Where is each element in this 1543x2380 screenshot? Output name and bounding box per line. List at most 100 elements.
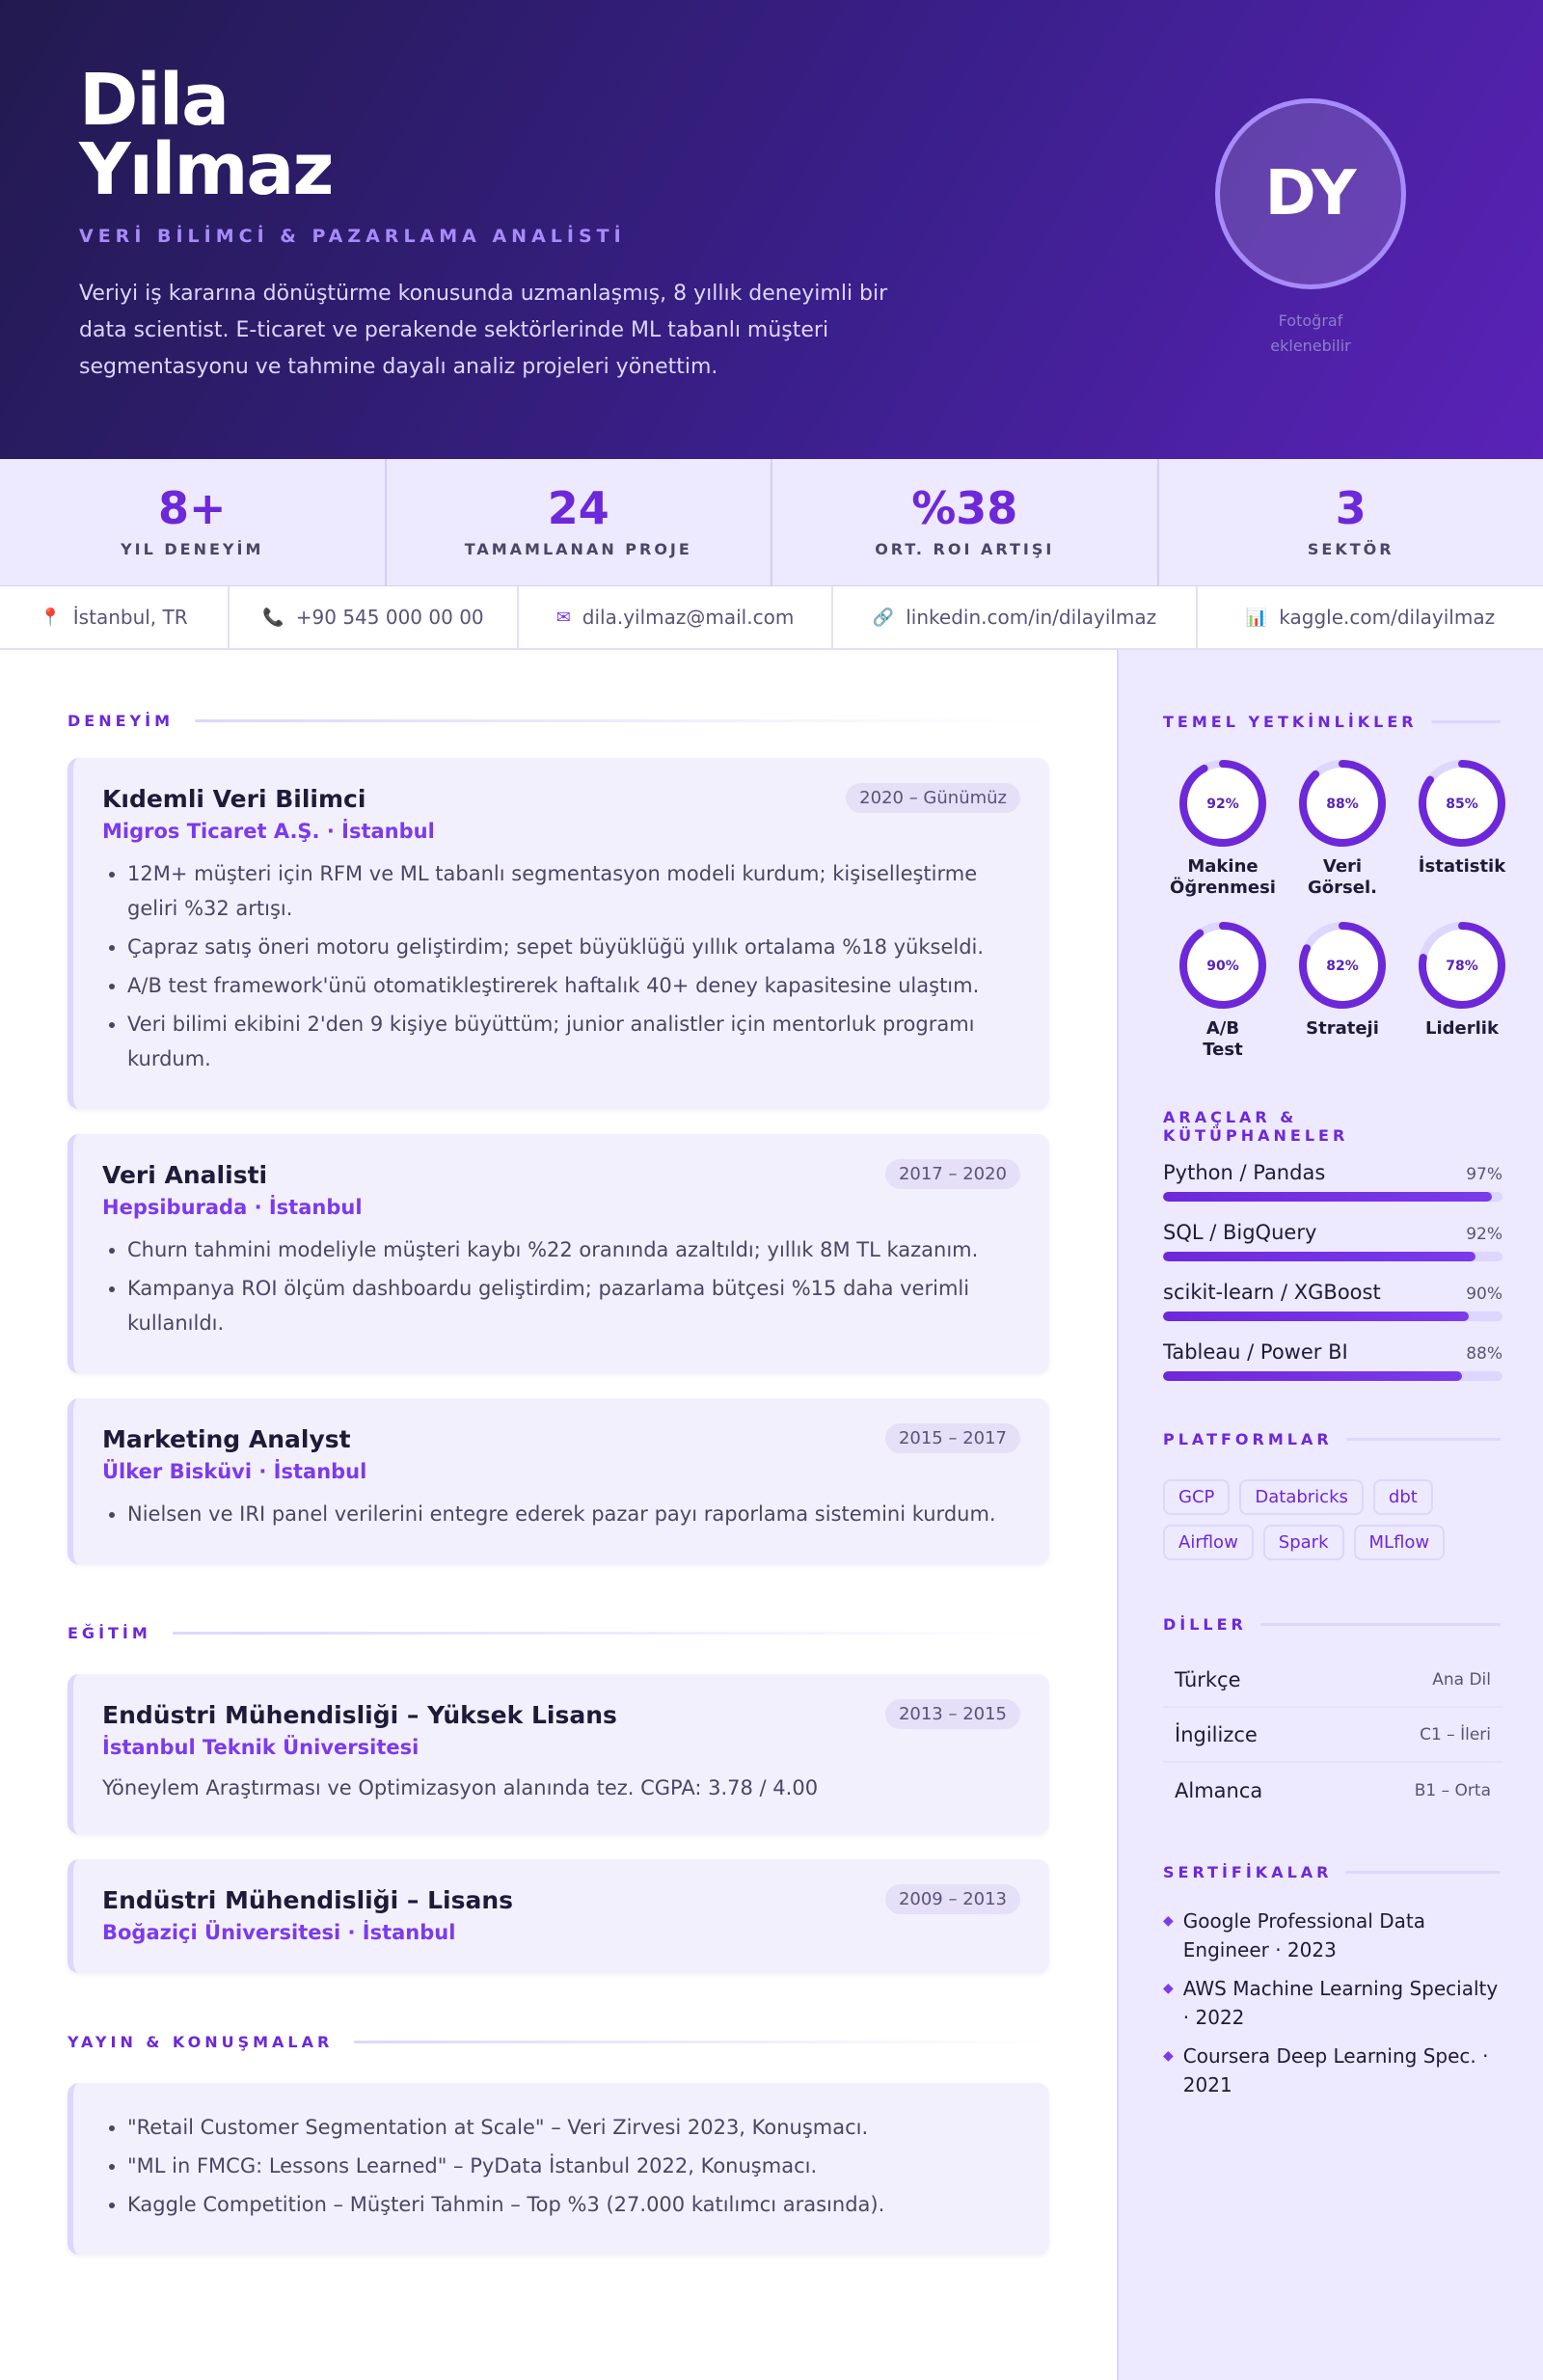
diamond-icon: ◆	[1163, 1981, 1174, 1996]
list-item: ◆ AWS Machine Learning Specialty · 2022	[1163, 1974, 1502, 2032]
platform-tag: dbt	[1372, 1479, 1433, 1515]
diamond-icon: ◆	[1163, 2048, 1174, 2064]
competency-ring: 85% İstatistik	[1402, 758, 1522, 899]
list-item: Kaggle Competition – Müşteri Tahmin – To…	[127, 2187, 1020, 2222]
svg-text:88%: 88%	[1326, 797, 1359, 812]
last-name: Yılmaz	[79, 128, 334, 211]
link-icon: 🔗	[872, 607, 895, 628]
list-item: "Retail Customer Segmentation at Scale" …	[127, 2110, 1020, 2145]
education-card: Endüstri Mühendisliği – Yüksek Lisans İs…	[68, 1674, 1049, 1834]
job-title: Marketing Analyst	[102, 1425, 351, 1453]
section-title-certificates: SERTİFİKALAR	[1163, 1853, 1501, 1891]
list-item: "ML in FMCG: Lessons Learned" – PyData İ…	[127, 2149, 1020, 2183]
chart-icon: 📊	[1245, 607, 1268, 628]
progress-ring: 82%	[1299, 922, 1386, 1009]
achievement-list: Churn tahmini modeliyle müşteri kaybı %2…	[102, 1232, 1020, 1340]
stat-projects: 24 TAMAMLANAN PROJE	[387, 459, 772, 585]
section-title-experience: DENEYİM	[68, 702, 1049, 739]
contact-kaggle[interactable]: 📊 kaggle.com/dilayilmaz	[1245, 606, 1496, 629]
svg-text:92%: 92%	[1206, 797, 1239, 812]
avatar-initials: DY	[1264, 158, 1357, 230]
experience-card: Kıdemli Veri Bilimci Migros Ticaret A.Ş.…	[68, 758, 1049, 1109]
svg-text:82%: 82%	[1326, 959, 1359, 974]
skill-bar	[1163, 1312, 1502, 1321]
experience-card: Veri Analisti Hepsiburada · İstanbul 201…	[68, 1134, 1049, 1373]
contact-linkedin[interactable]: 🔗 linkedin.com/in/dilayilmaz	[833, 586, 1198, 648]
main-column: DENEYİM Kıdemli Veri Bilimci Migros Tica…	[68, 675, 1049, 2255]
section-title-languages: DİLLER	[1163, 1605, 1501, 1643]
date-badge: 2020 – Günümüz	[846, 783, 1020, 813]
section-title-platforms: PLATFORMLAR	[1163, 1420, 1501, 1458]
tool-skill: scikit-learn / XGBoost 90%	[1163, 1281, 1502, 1321]
candidate-name: Dila Yılmaz	[79, 59, 334, 211]
degree-title: Endüstri Mühendisliği – Lisans	[102, 1886, 514, 1914]
degree-title: Endüstri Mühendisliği – Yüksek Lisans	[102, 1701, 617, 1729]
contact-phone[interactable]: 📞 +90 545 000 00 00	[230, 586, 519, 648]
date-badge: 2017 – 2020	[884, 1159, 1020, 1189]
list-item: ◆ Google Professional Data Engineer · 202…	[1163, 1907, 1502, 1964]
experience-card: Marketing Analyst Ülker Bisküvi · İstanb…	[68, 1398, 1049, 1564]
list-item: Çapraz satış öneri motoru geliştirdim; s…	[127, 930, 1020, 964]
progress-ring: 92%	[1179, 760, 1266, 847]
job-title: Veri Analisti	[102, 1161, 268, 1189]
first-name: Dila	[79, 59, 230, 142]
school-name: İstanbul Teknik Üniversitesi	[102, 1736, 420, 1759]
photo-placeholder-note: Fotoğraf eklenebilir	[1270, 311, 1351, 355]
platform-tag: Spark	[1262, 1525, 1344, 1560]
list-item: Churn tahmini modeliyle müşteri kaybı %2…	[127, 1232, 1020, 1267]
certificate-list: ◆ Google Professional Data Engineer · 202…	[1163, 1907, 1502, 2099]
skill-bar	[1163, 1371, 1502, 1381]
date-badge: 2009 – 2013	[884, 1884, 1020, 1914]
language-row: Türkçe Ana Dil	[1163, 1653, 1502, 1708]
platform-tag: MLflow	[1353, 1525, 1446, 1560]
progress-ring: 78%	[1419, 922, 1505, 1009]
competency-ring: 90% A/B Test	[1163, 920, 1283, 1061]
job-title: VERİ BİLİMCİ & PAZARLAMA ANALİSTİ	[79, 226, 626, 247]
list-item: Nielsen ve IRI panel verilerini entegre …	[127, 1497, 1020, 1531]
skill-bar	[1163, 1192, 1502, 1202]
list-item: 12M+ müşteri için RFM ve ML tabanlı segm…	[127, 856, 1020, 926]
date-badge: 2015 – 2017	[884, 1423, 1020, 1453]
stat-roi: %38 ORT. ROI ARTIŞI	[772, 459, 1159, 585]
company-name: Ülker Bisküvi · İstanbul	[102, 1460, 367, 1483]
platform-tags: GCP Databricks dbt Airflow Spark MLflow	[1163, 1479, 1481, 1560]
company-name: Migros Ticaret A.Ş. · İstanbul	[102, 820, 435, 843]
competency-ring: 82% Strateji	[1283, 920, 1402, 1061]
section-title-competencies: TEMEL YETKİNLİKLER	[1163, 702, 1501, 741]
stats-bar: 8+ YIL DENEYİM 24 TAMAMLANAN PROJE %38 O…	[0, 459, 1543, 586]
stat-experience-years: 8+ YIL DENEYİM	[0, 459, 387, 585]
language-row: İngilizce C1 – İleri	[1163, 1708, 1502, 1763]
list-item: Kampanya ROI ölçüm dashboardu geliştirdi…	[127, 1271, 1020, 1340]
list-item: Veri bilimi ekibini 2'den 9 kişiye büyüt…	[127, 1007, 1020, 1076]
achievement-list: 12M+ müşteri için RFM ve ML tabanlı segm…	[102, 856, 1020, 1076]
list-item: A/B test framework'ünü otomatikleştirere…	[127, 968, 1020, 1003]
contact-location: 📍 İstanbul, TR	[0, 586, 230, 648]
education-details: Yöneylem Araştırması ve Optimizasyon ala…	[102, 1776, 819, 1799]
education-card: Endüstri Mühendisliği – Lisans Boğaziçi …	[68, 1859, 1049, 1973]
svg-text:78%: 78%	[1446, 959, 1478, 974]
competency-ring: 78% Liderlik	[1402, 920, 1522, 1061]
platform-tag: Databricks	[1239, 1479, 1364, 1515]
publication-list: "Retail Customer Segmentation at Scale" …	[102, 2110, 1020, 2222]
sidebar: TEMEL YETKİNLİKLER 92% Makine Öğrenmesi 8…	[1117, 650, 1543, 2380]
language-row: Almanca B1 – Orta	[1175, 1778, 1491, 1802]
progress-ring: 90%	[1179, 922, 1266, 1009]
pin-icon: 📍	[40, 607, 62, 628]
contact-bar: 📍 İstanbul, TR 📞 +90 545 000 00 00 ✉ dil…	[0, 586, 1543, 650]
avatar: DY	[1215, 98, 1406, 289]
progress-ring: 85%	[1419, 760, 1505, 847]
diamond-icon: ◆	[1163, 1913, 1174, 1929]
svg-text:85%: 85%	[1446, 797, 1478, 812]
competency-grid: 92% Makine Öğrenmesi 88% Veri Görsel. 85%	[1163, 758, 1543, 1061]
competency-ring: 88% Veri Görsel.	[1283, 758, 1402, 899]
skill-bar	[1163, 1252, 1502, 1261]
mail-icon: ✉	[555, 607, 571, 628]
contact-email[interactable]: ✉ dila.yilmaz@mail.com	[519, 586, 833, 648]
svg-text:90%: 90%	[1206, 959, 1239, 974]
section-title-education: EĞİTİM	[68, 1614, 1049, 1651]
job-title: Kıdemli Veri Bilimci	[102, 785, 366, 813]
date-badge: 2013 – 2015	[884, 1699, 1020, 1729]
tool-list: Python / Pandas 97% SQL / BigQuery 92% sci…	[1163, 1161, 1543, 1381]
competency-ring: 92% Makine Öğrenmesi	[1163, 758, 1283, 899]
stat-sectors: 3 SEKTÖR	[1307, 482, 1394, 558]
